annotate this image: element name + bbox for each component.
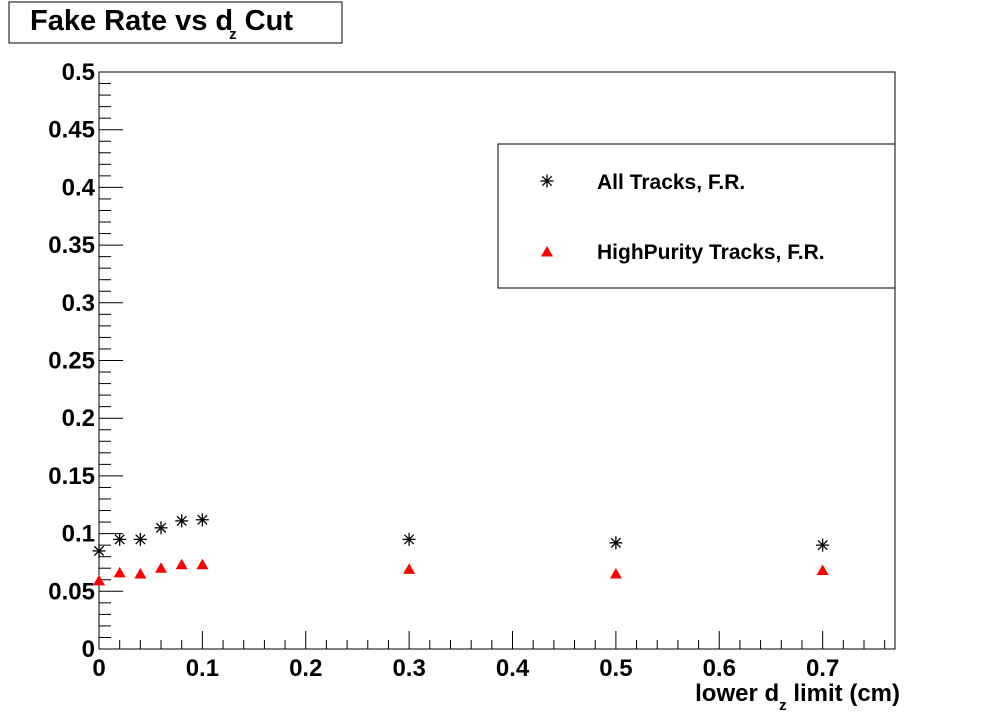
legend-label-highpurity-tracks: HighPurity Tracks, F.R. [597, 241, 825, 264]
data-point-highpurity-tracks [816, 564, 829, 576]
data-point-highpurity-tracks [403, 563, 416, 574]
y-tick-label: 0.5 [62, 59, 95, 86]
y-tick-label: 0.2 [62, 405, 95, 432]
y-tick-label: 0.1 [62, 521, 95, 548]
data-point-highpurity-tracks [155, 562, 168, 573]
chart-title-main: Fake Rate vs d [30, 5, 233, 37]
x-tick-label: 0.6 [703, 655, 736, 682]
y-tick-label: 0.3 [62, 290, 95, 317]
x-tick-label: 0.7 [806, 655, 839, 682]
legend-marker-highpurity-tracks [541, 246, 553, 257]
x-tick-label: 0.1 [186, 655, 219, 682]
x-axis [98, 631, 886, 649]
data-point-all-tracks [133, 532, 147, 546]
title-box [8, 1, 343, 44]
data-point-highpurity-tracks [196, 558, 209, 570]
data-point-all-tracks [816, 538, 830, 552]
x-tick-label: 0.5 [599, 655, 632, 682]
y-tick-label: 0.25 [48, 348, 95, 375]
data-series [92, 513, 830, 586]
data-point-all-tracks [175, 514, 189, 528]
y-tick-label: 0 [82, 636, 95, 663]
data-point-all-tracks [195, 513, 209, 527]
y-tick-labels: 0 0.05 0.1 0.15 0.2 0.25 0.3 0.35 0.4 0.45 0.5 [48, 59, 95, 663]
x-axis-label: lower dz limit (cm) [695, 680, 900, 714]
chart-title: Fake Rate vs dz Cut [30, 5, 293, 43]
data-point-all-tracks [92, 544, 106, 558]
data-point-highpurity-tracks [93, 574, 105, 586]
data-point-highpurity-tracks [134, 567, 147, 579]
legend-triangle-icon [541, 246, 553, 257]
x-tick-label: 0.2 [289, 655, 322, 682]
x-axis-label-tail: limit (cm) [787, 680, 900, 707]
x-axis-label-subscript: z [779, 697, 787, 714]
x-tick-label: 0.4 [496, 655, 530, 682]
x-tick-label: 0 [92, 655, 105, 682]
data-point-all-tracks [402, 532, 416, 546]
data-point-all-tracks [113, 532, 127, 546]
y-tick-label: 0.05 [48, 578, 95, 605]
chart-title-tail: Cut [237, 5, 294, 37]
y-axis [99, 71, 123, 650]
chart-title-subscript: z [229, 26, 237, 43]
legend-label-all-tracks: All Tracks, F.R. [597, 171, 745, 194]
y-tick-label: 0.35 [48, 232, 95, 259]
x-tick-label: 0.3 [392, 655, 425, 682]
y-tick-label: 0.15 [48, 463, 95, 490]
legend-star-icon [540, 174, 554, 188]
legend: All Tracks, F.R. HighPurity Tracks, F.R. [497, 143, 896, 289]
legend-marker-all-tracks [540, 174, 554, 188]
data-point-highpurity-tracks [113, 566, 126, 578]
data-point-all-tracks [154, 521, 168, 535]
series-highpurity-tracks [93, 558, 829, 586]
y-tick-label: 0.4 [62, 174, 96, 201]
series-all-tracks [92, 513, 830, 558]
x-tick-labels: 0 0.1 0.2 0.3 0.4 0.5 0.6 0.7 [92, 655, 839, 682]
y-tick-label: 0.45 [48, 117, 95, 144]
legend-box [497, 143, 896, 289]
data-point-all-tracks [609, 536, 623, 550]
data-point-highpurity-tracks [609, 567, 622, 579]
data-point-highpurity-tracks [175, 558, 188, 570]
x-axis-label-main: lower d [695, 680, 779, 707]
